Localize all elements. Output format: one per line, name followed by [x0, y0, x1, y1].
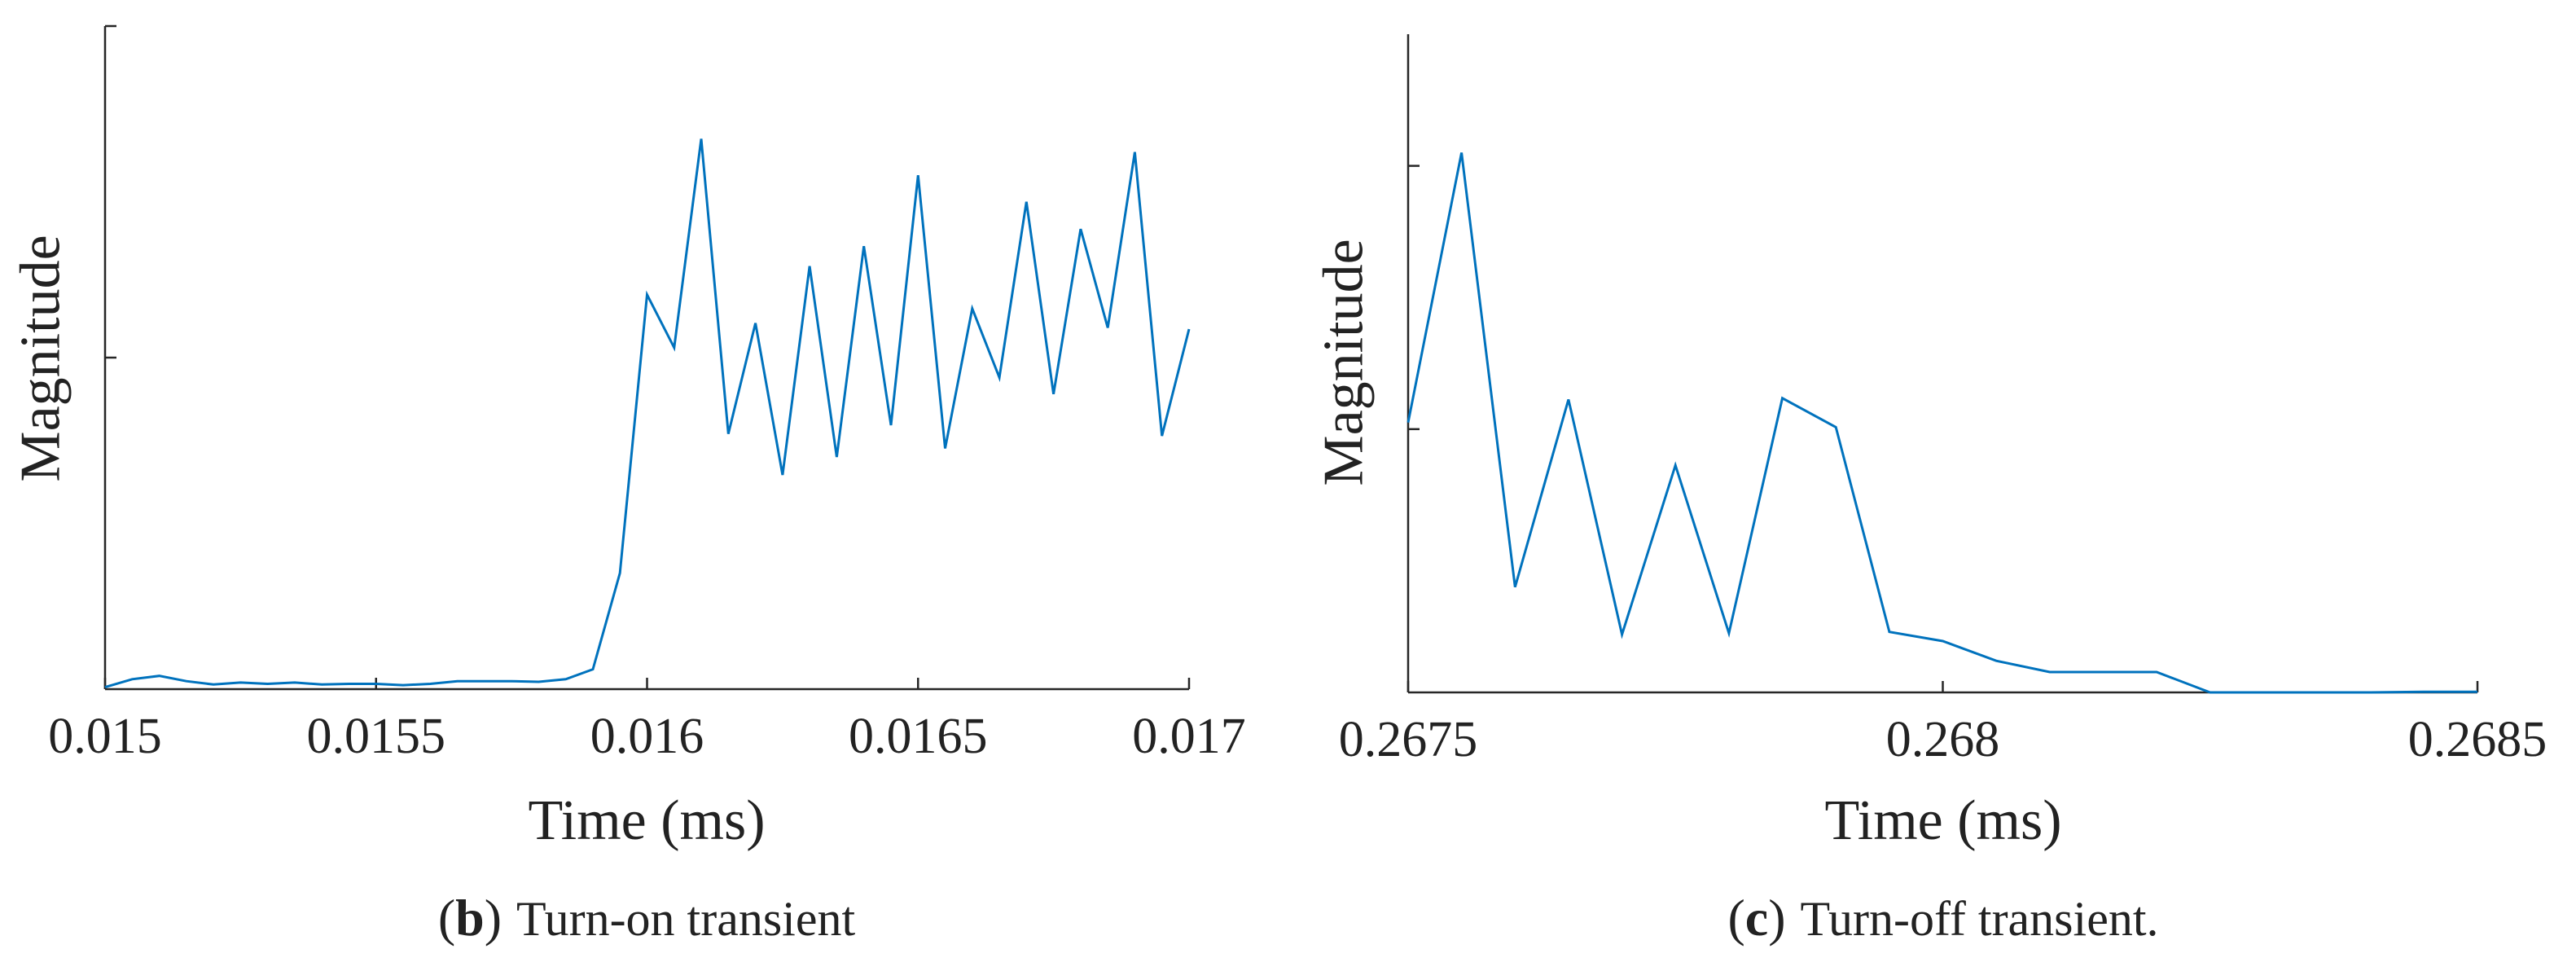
x-tick-label: 0.0155	[307, 709, 446, 764]
x-tick-label: 0.2675	[1339, 712, 1478, 767]
caption-letter: b	[455, 889, 485, 947]
x-axis-label: Time (ms)	[528, 789, 765, 852]
x-tick-labels: 0.2675 0.268 0.2685	[1339, 712, 2547, 767]
caption-letter: c	[1745, 889, 1768, 947]
caption-c: (c) Turn-off transient.	[1727, 889, 2158, 947]
x-axis-label: Time (ms)	[1824, 789, 2061, 852]
turn-off-transient-chart: 0.2675 0.268 0.2685 Magnitude Time (ms) (c…	[1313, 34, 2547, 947]
series-line	[104, 138, 1191, 689]
series-line	[1406, 152, 2477, 694]
y-axis-label: Magnitude	[10, 235, 72, 481]
axis-ticks	[1406, 165, 2479, 692]
x-tick-label: 0.2685	[2408, 712, 2547, 767]
x-tick-label: 0.016	[590, 709, 704, 764]
x-tick-label: 0.0165	[849, 709, 988, 764]
x-tick-label: 0.268	[1886, 712, 2000, 767]
axis-ticks	[103, 24, 1191, 689]
x-tick-label: 0.015	[48, 709, 162, 764]
turn-on-transient-chart: 0.015 0.0155 0.016 0.0165 0.017 Magnitude Ti…	[10, 24, 1246, 947]
caption-text: Turn-off transient.	[1801, 892, 2159, 946]
y-axis-label: Magnitude	[1313, 239, 1376, 486]
caption-text: Turn-on transient	[516, 892, 855, 946]
caption-b: (b) Turn-on transient	[438, 889, 856, 947]
x-tick-labels: 0.015 0.0155 0.016 0.0165 0.017	[48, 709, 1246, 764]
x-tick-label: 0.017	[1132, 709, 1246, 764]
